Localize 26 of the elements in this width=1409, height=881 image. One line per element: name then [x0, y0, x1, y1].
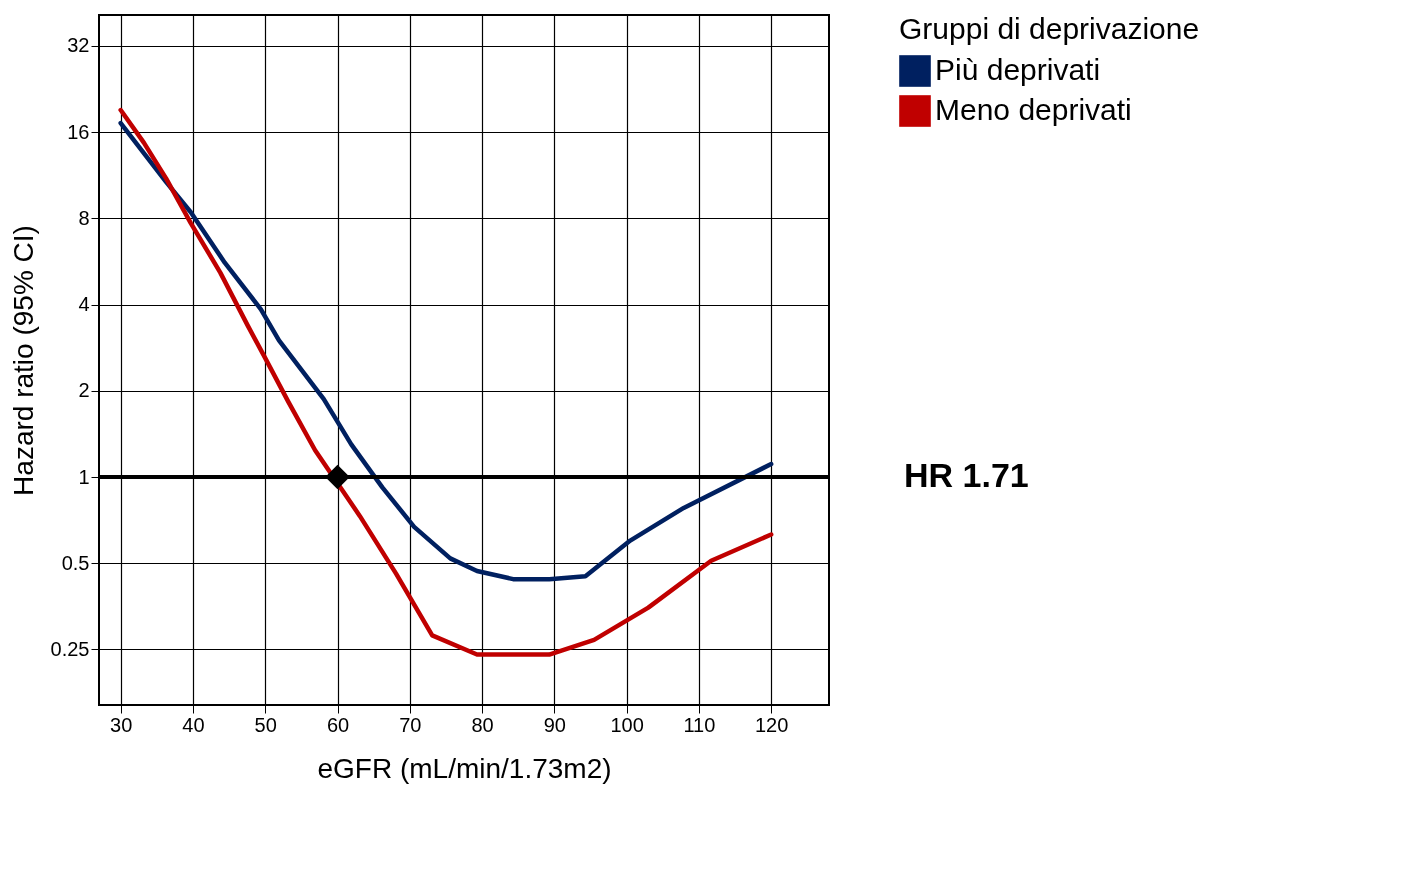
y-tick-label: 0.25 [50, 637, 90, 660]
line-series [118, 107, 774, 657]
x-tick-label: 40 [182, 713, 205, 736]
x-tick-label: 70 [399, 713, 422, 736]
x-tick-label: 50 [254, 713, 277, 736]
y-axis-title: Hazard ratio (95% CI) [7, 225, 39, 496]
x-axis-title: eGFR (mL/min/1.73m2) [317, 752, 612, 784]
line-series [118, 120, 774, 582]
y-tick-label: 1 [78, 465, 90, 488]
legend-title: Gruppi di deprivazione [899, 12, 1200, 45]
y-tick-label: 8 [78, 206, 90, 229]
y-tick-label: 16 [67, 120, 90, 143]
legend-label: Più deprivati [935, 53, 1101, 86]
x-tick-label: 80 [471, 713, 494, 736]
y-tick-label: 0.5 [61, 551, 90, 574]
y-tick-label: 2 [78, 379, 90, 402]
y-tick-label: 4 [78, 293, 90, 316]
x-tick-label: 100 [610, 713, 644, 736]
x-tick-label: 30 [110, 713, 133, 736]
x-tick-label: 60 [326, 713, 350, 736]
ref-line-label: HR 1.71 [904, 456, 1029, 495]
x-tick-label: 110 [683, 713, 716, 736]
x-tick-label: 120 [754, 713, 789, 736]
x-tick-label: 90 [543, 713, 566, 736]
y-tick-label: 32 [67, 34, 90, 57]
legend-label: Meno deprivati [935, 93, 1132, 126]
